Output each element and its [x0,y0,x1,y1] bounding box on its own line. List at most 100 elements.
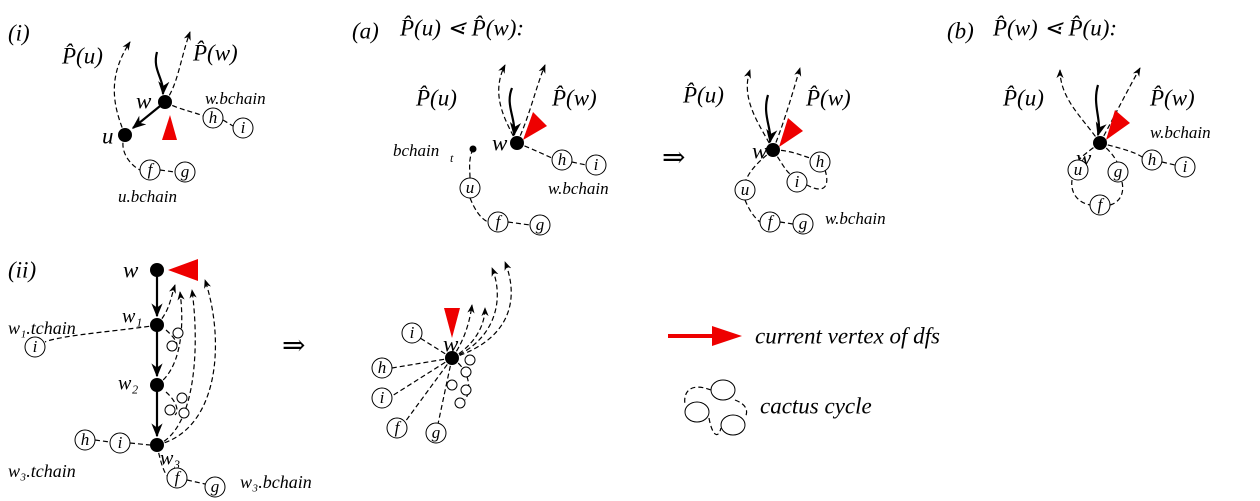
dashed-edge [451,261,512,359]
dashed-edge [779,221,794,225]
node-label: h [209,108,218,127]
label: w [752,138,768,163]
label: bchain [393,141,439,160]
cycle-circle [460,366,472,378]
cycle-circle [454,397,466,409]
solid-edge [508,87,522,137]
node-label: f [496,212,503,231]
legend-arrow-head [712,326,742,346]
current-vertex-marker [168,259,198,281]
dashed-edge [1161,161,1176,166]
label: P̂(w) ⋖ P̂(u): [992,15,1117,41]
node-label: i [795,172,800,191]
cycle-circle [684,401,710,423]
label: P̂(w) [192,40,238,66]
node-circle [401,322,423,344]
dashed-edge [94,439,111,443]
node-label: u [741,180,750,199]
dashed-edge [1099,67,1141,144]
label: current vertex of dfs [755,323,940,348]
current-vertex-marker [1106,110,1130,140]
cycle-circle [464,354,476,366]
node-circle [487,211,509,233]
dashed-edge [165,329,178,416]
node-circle [1141,149,1163,171]
node-circle [1107,161,1129,183]
node-circle [734,179,756,201]
dashed-edge [507,221,531,226]
dashed-edge [156,279,217,446]
label: P̂(w) [551,85,597,111]
dashed-edge [159,169,176,173]
solid-edge [154,51,170,96]
vertex [158,95,172,109]
vertex [118,128,132,142]
cycle-circle [176,392,188,404]
node-label: i [594,155,599,174]
dashed-edge [451,267,499,359]
vertex [150,318,164,332]
node-label: g [1114,162,1123,181]
label: (i) [8,20,30,45]
dashed-edge [451,307,489,359]
dashed-edge [113,41,131,136]
dashed-edge [684,386,748,436]
node-label: h [816,152,825,171]
label: w₃.tchain [8,461,76,481]
label: (ii) [8,257,36,282]
node-circle [459,177,481,199]
vertex [469,145,477,153]
label: w [123,257,139,282]
node-circle [109,432,131,454]
current-vertex-marker [523,112,547,140]
node-circle [371,357,393,379]
label: u.bchain [118,187,177,206]
node-circle [74,429,96,451]
node-circle [371,387,393,409]
node-circle [585,154,607,176]
dashed-edge [1109,181,1124,206]
node-label: g [211,477,220,496]
label: P̂(u) ⋖ P̂(w): [399,15,524,41]
label: P̂(u) [61,43,103,69]
label: w [443,331,459,356]
node-circle [174,161,196,183]
node-circle [232,117,254,139]
label: P̂(w) [805,85,851,111]
node-label: i [33,337,38,356]
node-circle [529,214,551,236]
vertex [150,378,164,392]
label: (a) [352,18,379,43]
node-circle [759,211,781,233]
label: w₁ [122,306,142,328]
dashed-edge [469,197,489,223]
node-circle [786,171,808,193]
dashed-edge [156,289,197,446]
cycle-circle [720,414,746,436]
dashed-edge [164,31,191,103]
label: P̂(w) [1149,85,1195,111]
current-vertex-marker [162,115,177,140]
node-circle [204,476,226,498]
node-label: u [1074,160,1083,179]
vertex [445,351,459,365]
node-circle [792,213,814,235]
node-label: h [558,150,567,169]
node-label: i [380,388,385,407]
node-label: g [181,162,190,181]
node-label: f [395,418,402,437]
node-circle [809,151,831,173]
vertex [150,438,164,452]
node-circle [551,149,573,171]
edges [44,31,1176,485]
dashed-edge [1056,69,1101,144]
label: (b) [947,18,974,43]
label: P̂(u) [1002,85,1044,111]
node-label: f [175,468,182,487]
label: w [492,130,508,155]
label: t [450,151,454,165]
node-label: h [378,358,387,377]
current-vertex-marker [444,308,460,338]
node-label: u [466,178,475,197]
